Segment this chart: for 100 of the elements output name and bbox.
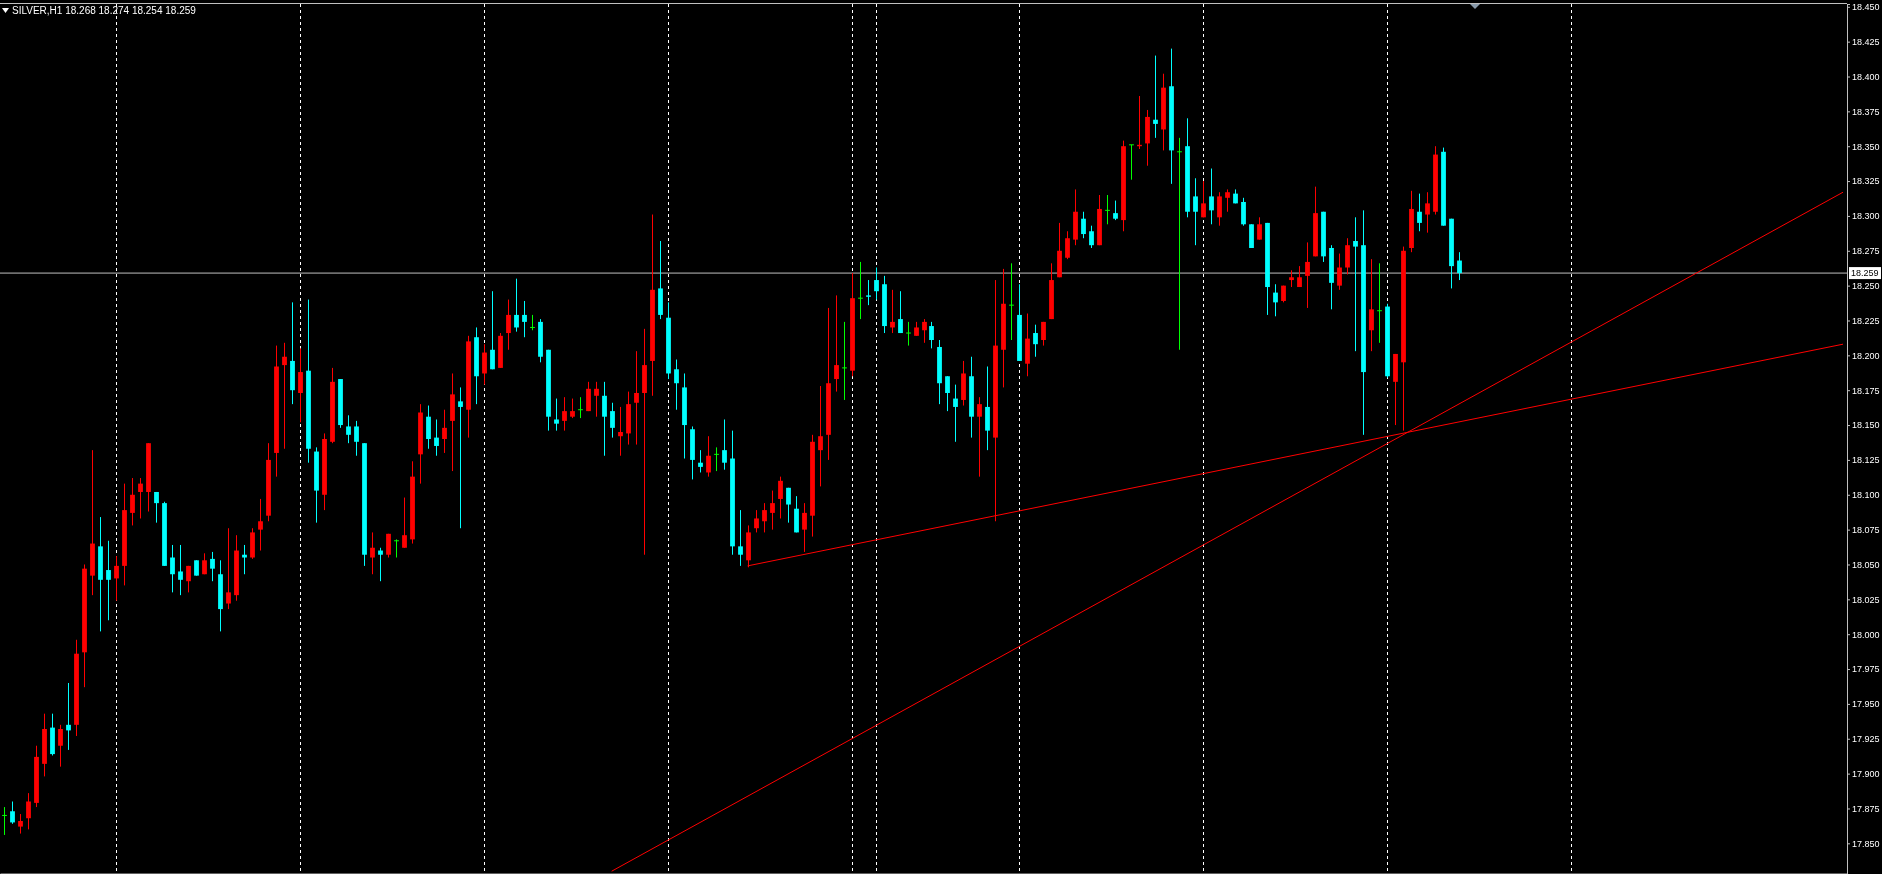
candlestick [770, 490, 775, 531]
y-tick-label: 18.300 [1852, 211, 1880, 222]
candlestick [1153, 55, 1158, 139]
candlestick [1425, 191, 1430, 234]
candlestick [586, 381, 591, 412]
candlestick [1113, 200, 1118, 221]
y-tick-label: 18.125 [1852, 455, 1880, 466]
y-tick-label: 18.100 [1852, 490, 1880, 501]
candlestick [226, 527, 231, 610]
candlestick [1209, 168, 1214, 225]
candlestick [610, 402, 615, 439]
candlestick [1217, 191, 1222, 227]
candlestick [490, 290, 495, 370]
y-tick-label: 18.000 [1852, 629, 1880, 640]
candlestick [1065, 230, 1070, 260]
candlestick [778, 476, 783, 519]
candlestick [394, 538, 399, 559]
y-tick-label: 18.425 [1852, 37, 1880, 48]
candlestick [1177, 137, 1182, 351]
candlestick [945, 375, 950, 412]
candlestick [66, 682, 71, 751]
candlestick [570, 398, 575, 419]
candlestick [642, 328, 647, 556]
candlestick [370, 531, 375, 575]
candlestick [1033, 324, 1038, 358]
candlestick [298, 347, 303, 423]
candlestick [818, 385, 823, 487]
candlestick [426, 405, 431, 450]
candlestick [178, 544, 183, 596]
candlestick [786, 487, 791, 524]
candlestick [1369, 258, 1374, 352]
candlestick [58, 724, 63, 768]
candlestick [1353, 216, 1358, 352]
candlestick [442, 409, 447, 454]
candlestick [2, 806, 7, 836]
candlestick [906, 321, 911, 347]
candlestick [186, 565, 191, 593]
y-tick-label: 18.050 [1852, 559, 1880, 570]
y-tick-label: 18.225 [1852, 315, 1880, 326]
candlestick [354, 420, 359, 457]
candlestick [170, 544, 175, 593]
candlestick [1105, 194, 1110, 225]
candlestick [1009, 262, 1014, 341]
candlestick [562, 396, 567, 432]
candlestick [802, 502, 807, 553]
y-tick-label: 17.875 [1852, 803, 1880, 814]
candlestick [874, 267, 879, 301]
candlestick [1457, 251, 1462, 281]
y-tick-label: 18.200 [1852, 350, 1880, 361]
candlestick [1201, 180, 1206, 218]
candlestick [1337, 253, 1342, 291]
candlestick [738, 509, 743, 567]
candlestick [1345, 237, 1350, 275]
candlestick [1273, 283, 1278, 317]
candlestick [594, 381, 599, 418]
candlestick [714, 446, 719, 472]
candlestick [18, 813, 23, 835]
y-tick-label: 17.850 [1852, 838, 1880, 849]
candlestick [1417, 193, 1422, 232]
y-tick-label: 17.975 [1852, 664, 1880, 675]
candlestick [1241, 197, 1246, 227]
candlestick [834, 294, 839, 393]
y-tick-label: 18.450 [1852, 2, 1880, 13]
y-tick-label: 18.400 [1852, 71, 1880, 82]
candlestick [154, 491, 159, 524]
candlestick [618, 406, 623, 457]
candlestick [953, 384, 958, 443]
chart-title: SILVER,H1 18.268 18.274 18.254 18.259 [12, 5, 197, 16]
candlestick [602, 381, 607, 457]
ref-line-label: 18.259 [1851, 268, 1879, 279]
candlestick [674, 359, 679, 411]
candlestick [114, 555, 119, 602]
y-tick-label: 18.375 [1852, 106, 1880, 117]
candlestick [242, 544, 247, 575]
candlestick [706, 435, 711, 478]
candlestick [890, 289, 895, 334]
candlestick [762, 502, 767, 533]
candlestick [378, 547, 383, 582]
candlestick [346, 414, 351, 444]
y-tick-label: 17.950 [1852, 699, 1880, 710]
candlestick [985, 366, 990, 451]
candlestick [10, 801, 15, 825]
y-tick-label: 18.275 [1852, 246, 1880, 257]
y-tick-label: 18.025 [1852, 594, 1880, 605]
candlestick [434, 418, 439, 457]
candlestick [482, 343, 487, 386]
candlestick [1249, 223, 1254, 249]
candlestick [1225, 188, 1230, 213]
candlestick [458, 386, 463, 529]
candlestick [1081, 211, 1086, 239]
candlestick [130, 477, 135, 526]
candlestick [578, 396, 583, 419]
y-tick-label: 17.925 [1852, 734, 1880, 745]
candlestick [1089, 225, 1094, 249]
y-tick-label: 18.150 [1852, 420, 1880, 431]
y-tick-label: 18.325 [1852, 176, 1880, 187]
y-tick-label: 18.175 [1852, 385, 1880, 396]
y-tick-label: 17.900 [1852, 769, 1880, 779]
candlestick [506, 299, 511, 351]
candlestick [977, 396, 982, 478]
